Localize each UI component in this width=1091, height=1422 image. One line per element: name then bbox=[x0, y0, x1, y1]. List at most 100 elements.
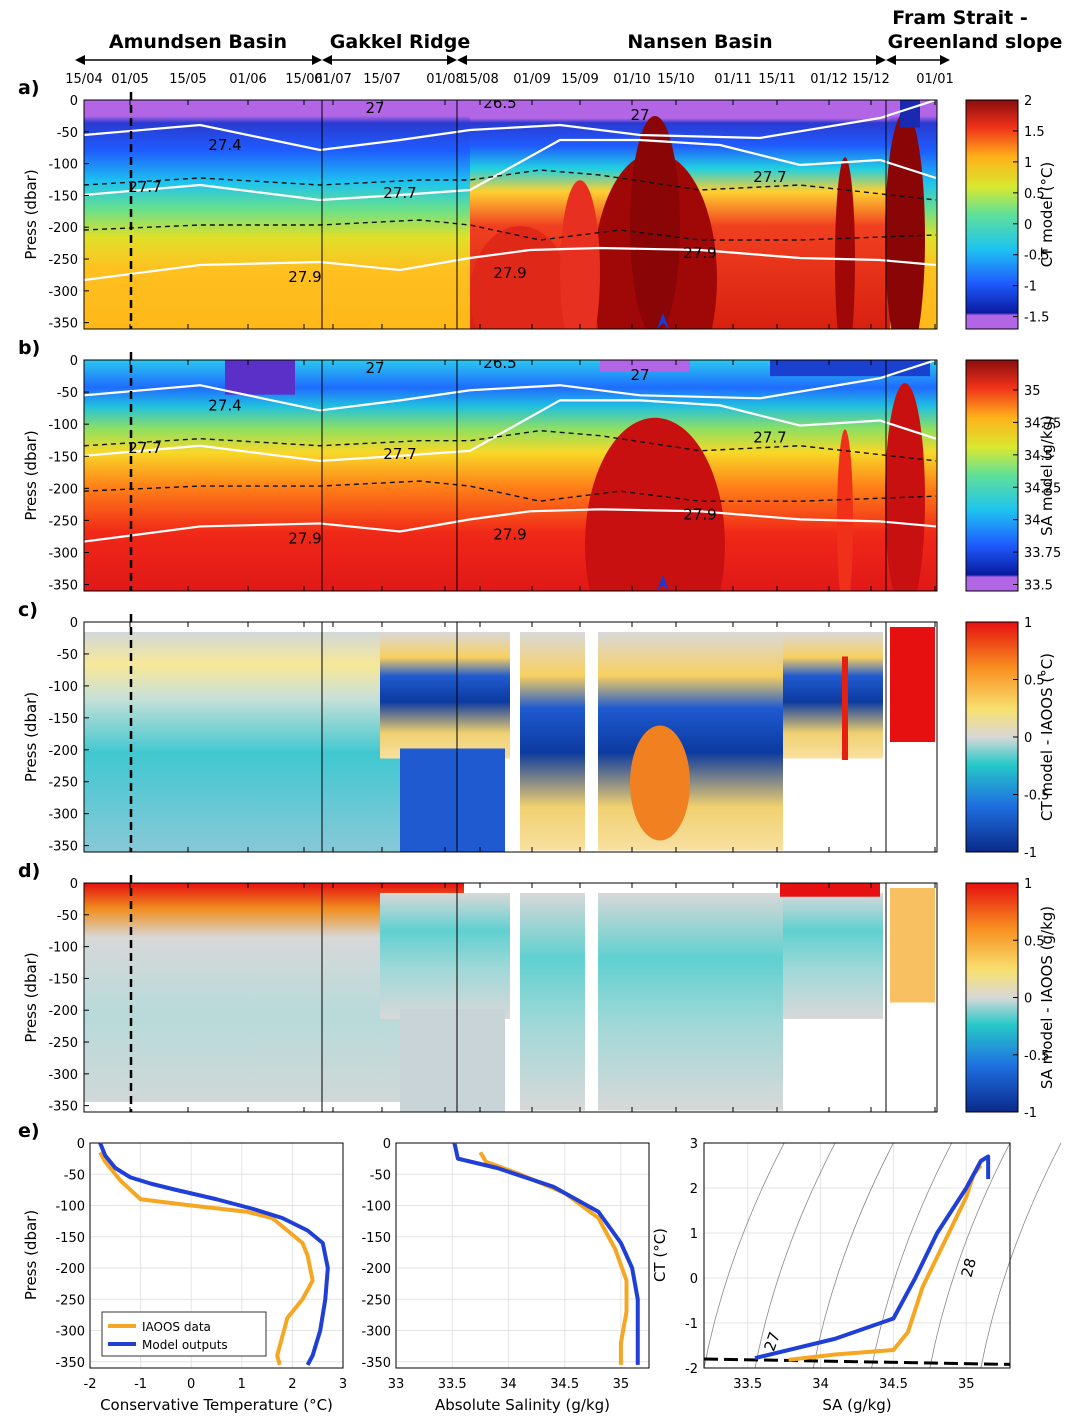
date-tick-label: 15/08 bbox=[461, 72, 498, 87]
series-line bbox=[754, 1154, 991, 1361]
y-tick-label: -150 bbox=[48, 972, 78, 987]
arrow-left-icon bbox=[457, 55, 467, 65]
isopycnal-line bbox=[703, 1142, 785, 1369]
date-tick-label: 01/06 bbox=[229, 72, 266, 87]
y-tick-label: -200 bbox=[48, 221, 78, 236]
x-tick-label: 33.5 bbox=[733, 1377, 762, 1392]
y-tick-label: -100 bbox=[361, 1200, 391, 1215]
salty-core bbox=[585, 417, 725, 591]
y-tick-label: -300 bbox=[48, 547, 78, 562]
anomaly-patch bbox=[780, 883, 880, 897]
colorbar-tick-label: 0.5 bbox=[1024, 187, 1045, 202]
colorbar-label: CT model - IAOOS (°C) bbox=[1038, 653, 1056, 821]
freezing-line bbox=[703, 1357, 1011, 1366]
axes-frame bbox=[83, 621, 938, 853]
y-tick-label: -350 bbox=[55, 1356, 85, 1371]
y-tick-label: -50 bbox=[370, 1168, 391, 1183]
colorbar-tick-label: 1 bbox=[1024, 616, 1032, 631]
panel-d: 0 -50 -100 -150 -200 -250 -300 -350 1 0.5 0 -0.5 -1 S… bbox=[18, 860, 1056, 1121]
y-tick-label: -200 bbox=[48, 744, 78, 759]
contour-label: 27.9 bbox=[493, 264, 526, 282]
y-tick-label: -350 bbox=[48, 579, 78, 594]
x-tick-label: 1 bbox=[238, 1377, 246, 1392]
panel-letter: c) bbox=[18, 599, 38, 621]
isopycnal-line bbox=[84, 138, 937, 202]
colorbar-tick-label: 1 bbox=[1024, 877, 1032, 892]
series-line bbox=[98, 1151, 315, 1366]
arrow-right-icon bbox=[940, 55, 950, 65]
arrow-right-icon bbox=[447, 55, 457, 65]
panel-a: 27 26.5 27.4 27.7 27.7 27.9 27.9 27.9 27 27.7 0 -50… bbox=[18, 77, 1056, 332]
y-tick-label: 1 bbox=[690, 1227, 698, 1242]
contour-label: 27.7 bbox=[128, 178, 161, 196]
isopycnal-line bbox=[929, 1142, 1011, 1369]
heatmap-fram bbox=[890, 627, 935, 742]
y-tick-label: 0 bbox=[70, 616, 78, 631]
y-tick-label: 0 bbox=[70, 877, 78, 892]
y-tick-label: -300 bbox=[48, 808, 78, 823]
colorbar-tick-label: -0.5 bbox=[1024, 249, 1049, 264]
y-tick-label: -150 bbox=[48, 189, 78, 204]
heatmap-segment bbox=[783, 632, 883, 759]
y-axis-label: Press (dbar) bbox=[22, 692, 40, 782]
axes-frame bbox=[83, 882, 938, 1113]
axes-frame bbox=[395, 1142, 650, 1369]
y-tick-label: -50 bbox=[57, 126, 78, 141]
contour-label: 27.9 bbox=[288, 268, 321, 286]
heatmap-field bbox=[84, 622, 937, 852]
colorbar-tick-label: 0.5 bbox=[1024, 934, 1045, 949]
heatmap-mid bbox=[380, 632, 510, 759]
y-tick-label: 3 bbox=[690, 1137, 698, 1152]
series-line bbox=[478, 1151, 629, 1365]
y-tick-label: -200 bbox=[48, 482, 78, 497]
y-tick-label: -350 bbox=[48, 840, 78, 855]
isopycnal-line bbox=[84, 100, 937, 152]
y-axis-label: Press (dbar) bbox=[22, 1210, 40, 1300]
legend-label: Model outputs bbox=[142, 1338, 228, 1352]
y-tick-label: -2 bbox=[685, 1362, 698, 1377]
date-tick-label: 15/04 bbox=[65, 72, 102, 87]
panel-b: 27 26.5 27.4 27.7 27.7 27.9 27.9 27.9 27 27.7 0 -50… bbox=[18, 337, 1061, 594]
y-tick-label: -1 bbox=[685, 1317, 698, 1332]
y-tick-label: -350 bbox=[361, 1356, 391, 1371]
isopycnal-line bbox=[84, 360, 937, 412]
region-label-nansen: Nansen Basin bbox=[627, 31, 772, 53]
region-label-greenland: Greenland slope bbox=[888, 31, 1063, 53]
date-tick-label: 01/08 bbox=[426, 72, 463, 87]
arrow-right-icon bbox=[312, 55, 322, 65]
contour-label: 27.7 bbox=[128, 439, 161, 457]
contour-label: 27.7 bbox=[753, 168, 786, 186]
profile-panels: e)-2 -1 0 1 2 30-50-100-150-200-250-300-350Co… bbox=[18, 1120, 1062, 1414]
colorbar-tick-label: 2 bbox=[1024, 94, 1032, 109]
region-label-fram: Fram Strait - bbox=[892, 7, 1027, 29]
section-panels: 27 26.5 27.4 27.7 27.7 27.9 27.9 27.9 27 27.7 0 -50… bbox=[18, 77, 1061, 1121]
colorbar-tick-label: -0.5 bbox=[1024, 789, 1049, 804]
y-tick-label: 2 bbox=[690, 1182, 698, 1197]
date-tick-label: 01/10 bbox=[613, 72, 650, 87]
colorbar-tick-label: 34.25 bbox=[1024, 481, 1061, 496]
fresh-patch bbox=[600, 360, 690, 372]
date-tick-label: 01/07 bbox=[314, 72, 351, 87]
y-tick-label: -200 bbox=[48, 1004, 78, 1019]
y-tick-label: 0 bbox=[70, 94, 78, 109]
heatmap-mid bbox=[380, 893, 510, 1019]
heatmap-mid-deep bbox=[400, 1008, 505, 1112]
colorbar-tick-label: 34 bbox=[1024, 514, 1041, 529]
y-tick-label: 0 bbox=[77, 1137, 85, 1152]
contour-label: 27.7 bbox=[383, 445, 416, 463]
y-axis-label: Press (dbar) bbox=[22, 169, 40, 259]
date-tick-label: 15/12 bbox=[852, 72, 889, 87]
isopycnal-line bbox=[871, 1142, 953, 1369]
y-tick-label: -300 bbox=[361, 1325, 391, 1340]
contour-label: 27.9 bbox=[493, 526, 526, 544]
isotherm-line bbox=[84, 219, 937, 241]
panel-letter: d) bbox=[18, 860, 40, 882]
y-tick-label: 0 bbox=[70, 354, 78, 369]
y-tick-label: -150 bbox=[55, 1231, 85, 1246]
x-tick-label: 34.5 bbox=[879, 1377, 908, 1392]
y-tick-label: -300 bbox=[55, 1325, 85, 1340]
y-tick-label: -200 bbox=[361, 1262, 391, 1277]
profile-ct: -2 -1 0 1 2 3 0 -50 -100 -150 -200 -250 -300 -350 Cons… bbox=[55, 1137, 347, 1414]
anomaly-patch bbox=[630, 725, 690, 841]
